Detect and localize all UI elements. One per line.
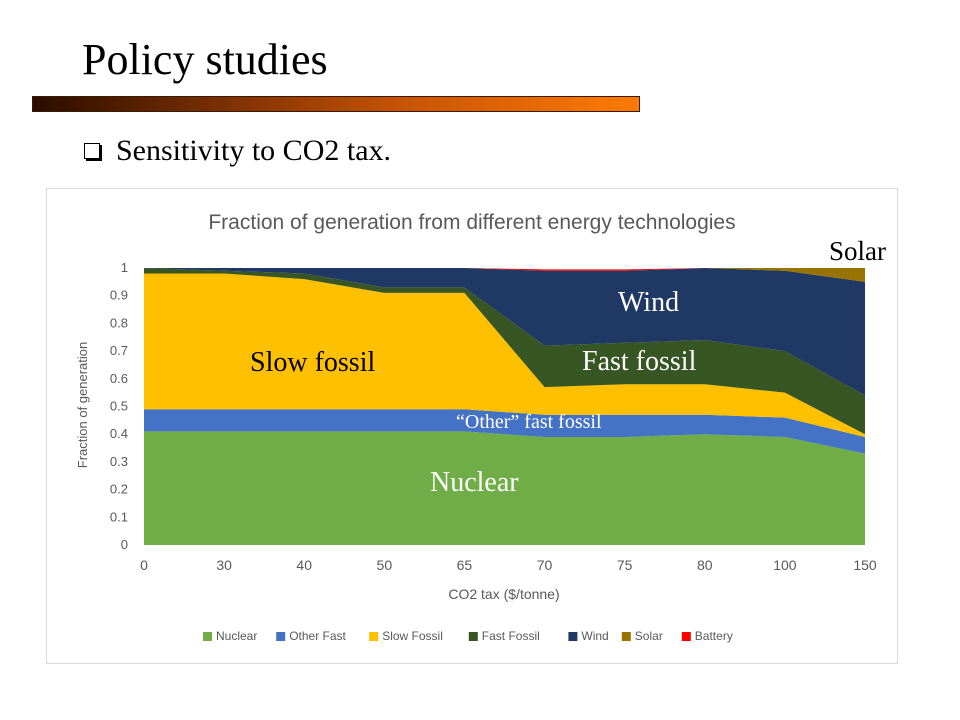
legend-swatch (568, 632, 578, 641)
area-nuclear (144, 431, 865, 545)
chart-areas (144, 268, 865, 545)
x-tick-label: 70 (537, 557, 553, 573)
legend-label: Battery (695, 629, 733, 643)
area-wind (144, 268, 865, 396)
legend-label: Slow Fossil (382, 629, 443, 643)
x-axis-ticks: 0 30 40 50 65 70 75 80 100 150 (140, 557, 877, 573)
legend-swatch (369, 632, 379, 641)
area-battery (144, 268, 865, 271)
x-tick-label: 0 (140, 557, 148, 573)
x-tick-label: 65 (457, 557, 473, 573)
y-tick-label: 0.9 (110, 288, 128, 303)
y-tick-label: 0.8 (110, 315, 128, 330)
annotation-fast-fossil: Fast fossil (582, 346, 697, 377)
annotation-solar: Solar (829, 236, 886, 266)
y-tick-label: 0.4 (110, 426, 128, 441)
legend-item-solar: Solar (621, 629, 663, 643)
legend-item-wind: Wind (568, 629, 609, 643)
legend-item-other-fast: Other Fast (276, 629, 347, 643)
legend-swatch (681, 632, 691, 641)
bullet-text: Sensitivity to CO2 tax. (116, 134, 392, 167)
y-axis-ticks: 0 0.1 0.2 0.3 0.4 0.5 0.6 0.7 0.8 0.9 1 (110, 260, 128, 552)
chart-frame: Fraction of generation from different en… (46, 188, 898, 664)
legend-swatch (276, 632, 286, 641)
x-tick-label: 50 (377, 557, 393, 573)
area-slow-fossil (144, 273, 865, 437)
annotation-slow-fossil: Slow fossil (250, 347, 376, 378)
y-axis-label: Fraction of generation (75, 342, 90, 468)
stacked-area-chart: Fraction of generation from different en… (75, 211, 877, 643)
chart-legend: Nuclear Other Fast Slow Fossil Fast Fossil W… (203, 629, 733, 643)
y-tick-label: 0.6 (110, 371, 128, 386)
legend-item-battery: Battery (681, 629, 733, 643)
legend-swatch (203, 632, 212, 641)
x-tick-label: 100 (773, 557, 797, 573)
x-tick-label: 75 (617, 557, 633, 573)
x-tick-label: 150 (853, 557, 877, 573)
x-axis-label: CO2 tax ($/tonne) (448, 586, 559, 602)
y-tick-label: 0 (121, 537, 128, 552)
slide-title: Policy studies (82, 35, 328, 84)
checkbox-bullet-icon (84, 143, 100, 159)
y-tick-label: 0.3 (110, 454, 128, 469)
legend-swatch (621, 632, 631, 641)
area-solar (144, 268, 865, 282)
legend-item-slow-fossil: Slow Fossil (369, 629, 443, 643)
y-tick-label: 0.5 (110, 399, 128, 414)
bullet-item: Sensitivity to CO2 tax. (84, 134, 391, 168)
y-tick-label: 1 (121, 260, 128, 275)
legend-item-fast-fossil: Fast Fossil (468, 629, 540, 643)
area-fast-fossil (144, 268, 865, 435)
legend-label: Fast Fossil (482, 629, 540, 643)
legend-label: Solar (635, 629, 663, 643)
legend-label: Nuclear (216, 629, 257, 643)
area-other-fast (144, 409, 865, 454)
legend-label: Other Fast (289, 629, 346, 643)
legend-item-nuclear: Nuclear (203, 629, 257, 643)
title-underline-bar (32, 96, 640, 112)
legend-swatch (468, 632, 478, 641)
annotation-wind: Wind (618, 287, 680, 318)
y-tick-label: 0.7 (110, 343, 128, 358)
x-tick-label: 40 (296, 557, 312, 573)
legend-label: Wind (581, 629, 608, 643)
annotation-nuclear: Nuclear (430, 467, 519, 498)
y-tick-label: 0.1 (110, 509, 128, 524)
x-tick-label: 30 (216, 557, 232, 573)
y-tick-label: 0.2 (110, 482, 128, 497)
annotation-other-fast: “Other” fast fossil (456, 411, 602, 433)
chart-title: Fraction of generation from different en… (208, 211, 735, 234)
x-tick-label: 80 (697, 557, 713, 573)
